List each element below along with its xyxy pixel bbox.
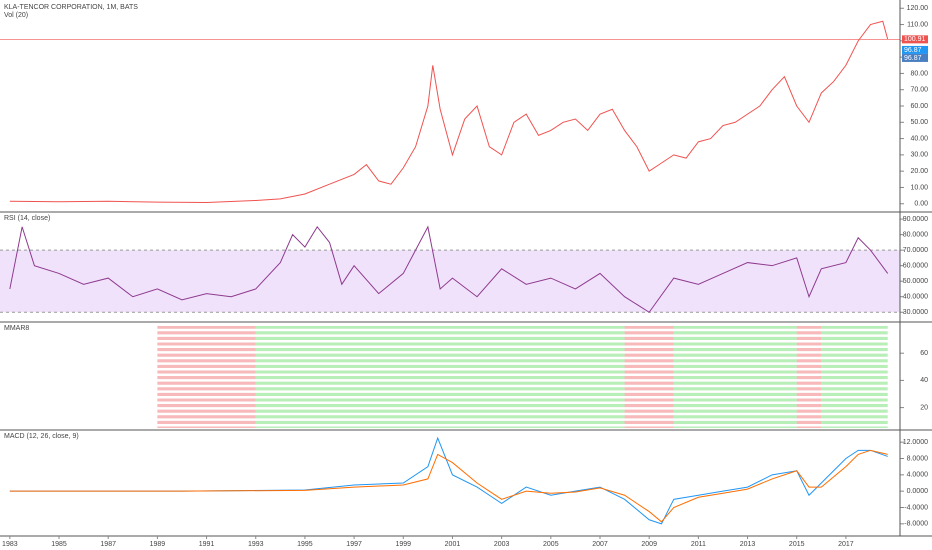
series-line xyxy=(9,436,888,525)
x-tick-label: 1991 xyxy=(199,541,215,548)
x-tick-label: 2011 xyxy=(691,541,706,548)
y-tick-label: -4.0000 xyxy=(904,504,928,511)
x-tick-label: 2013 xyxy=(740,541,756,548)
y-tick-label: 0.00 xyxy=(914,201,928,208)
price-badge xyxy=(902,45,928,54)
y-tick-label: 70.0000 xyxy=(903,247,928,254)
x-tick-label: 1989 xyxy=(150,541,166,548)
x-tick-label: 1993 xyxy=(248,541,264,548)
y-tick-label: -8.0000 xyxy=(904,521,928,528)
y-tick-label: 40.00 xyxy=(910,135,928,142)
price-badge xyxy=(902,35,928,44)
y-tick-label: 12.0000 xyxy=(903,439,928,446)
x-tick-label: 1987 xyxy=(100,541,116,548)
y-tick-label: 60.0000 xyxy=(903,263,928,270)
x-tick-label: 1985 xyxy=(51,541,67,548)
price-badge-label: 100.91 xyxy=(904,36,926,43)
y-tick-label: 80.00 xyxy=(910,70,928,77)
y-tick-label: 40.0000 xyxy=(903,294,928,301)
mmar-region xyxy=(673,326,797,428)
series-line xyxy=(9,449,888,523)
y-tick-label: 20.00 xyxy=(910,168,928,175)
x-tick-label: 2017 xyxy=(838,541,854,548)
panel-title: RSI (14, close) xyxy=(4,215,50,222)
panel-title: KLA-TENCOR CORPORATION, 1M, BATS xyxy=(4,4,138,11)
x-tick-label: 1999 xyxy=(395,541,411,548)
x-tick-label: 1997 xyxy=(346,541,362,548)
rsi-band xyxy=(0,250,900,313)
y-tick-label: 30.00 xyxy=(910,152,928,159)
y-tick-label: 20 xyxy=(920,404,928,411)
y-tick-label: 120.00 xyxy=(907,5,929,12)
series-line xyxy=(9,20,889,203)
y-tick-label: 0.0000 xyxy=(907,488,929,495)
x-tick-label: 2003 xyxy=(494,541,510,548)
x-tick-label: 1995 xyxy=(297,541,313,548)
y-tick-label: 80.0000 xyxy=(903,231,928,238)
indicator-label: Vol (20) xyxy=(4,12,28,19)
y-tick-label: 70.00 xyxy=(910,87,928,94)
y-tick-label: 50.00 xyxy=(910,119,928,126)
y-tick-label: 60 xyxy=(920,350,928,357)
panel-title: MACD (12, 26, close, 9) xyxy=(4,433,79,440)
y-tick-label: 110.00 xyxy=(907,21,928,28)
y-tick-label: 4.0000 xyxy=(907,472,929,479)
x-tick-label: 2015 xyxy=(789,541,805,548)
x-tick-label: 2005 xyxy=(543,541,559,548)
price-badge-label: 96.87 xyxy=(904,47,922,54)
x-tick-label: 2007 xyxy=(592,541,608,548)
mmar-region xyxy=(821,326,888,428)
y-tick-label: 60.00 xyxy=(910,103,928,110)
mmar-region xyxy=(796,326,822,428)
price-badge xyxy=(902,53,928,62)
panel-title: MMAR8 xyxy=(4,325,29,332)
x-tick-label: 2009 xyxy=(641,541,657,548)
y-tick-label: 10.00 xyxy=(910,184,928,191)
y-tick-label: 30.0000 xyxy=(903,309,928,316)
y-tick-label: 90.0000 xyxy=(903,216,928,223)
x-tick-label: 2001 xyxy=(445,541,461,548)
mmar-region xyxy=(255,326,625,428)
series-line xyxy=(9,225,889,313)
price-badge-label: 96.87 xyxy=(904,55,922,62)
mmar-region xyxy=(624,326,674,428)
y-tick-label: 50.0000 xyxy=(903,278,928,285)
y-tick-label: 40 xyxy=(920,377,928,384)
x-tick-label: 1983 xyxy=(2,541,18,548)
y-tick-label: 8.0000 xyxy=(907,455,929,462)
mmar-region xyxy=(157,326,256,428)
